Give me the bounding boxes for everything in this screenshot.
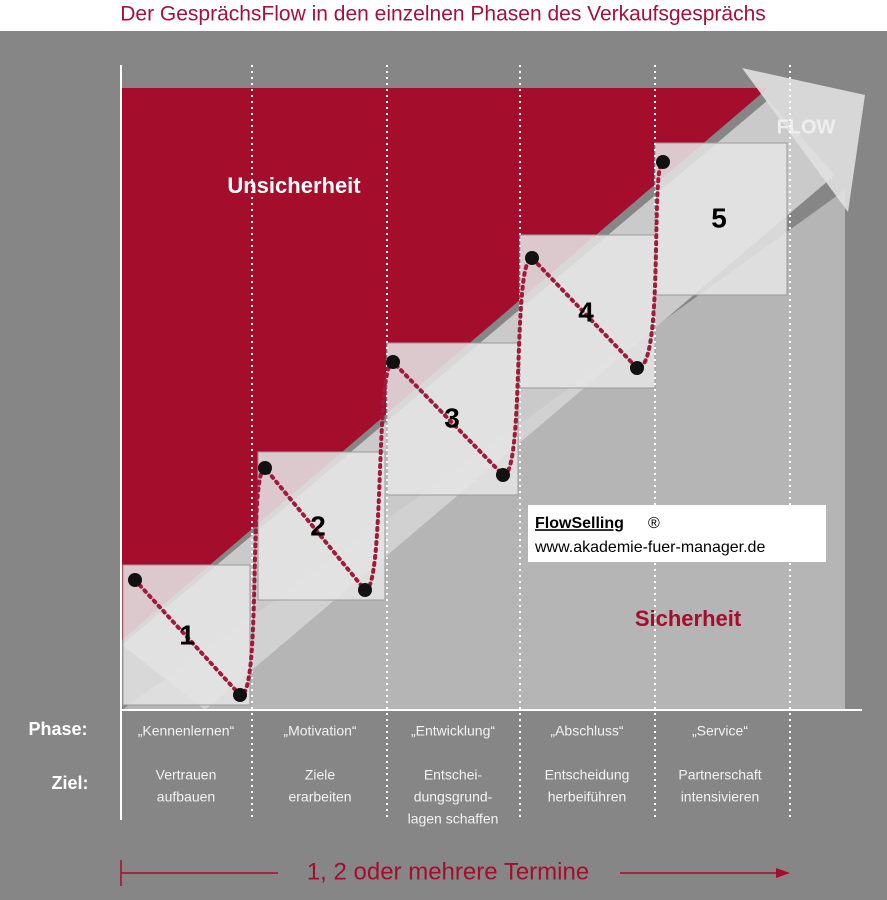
footer-arrowhead (776, 868, 790, 878)
point (496, 468, 510, 482)
phase-label: „Motivation“ (283, 723, 356, 739)
footer-text: 1, 2 oder mehrere Termine (307, 858, 589, 885)
curve-points (128, 155, 670, 702)
phase-label: „Kennenlernen“ (138, 723, 235, 739)
step-number: 5 (711, 202, 727, 233)
watermark-brand: FlowSelling (535, 515, 624, 532)
step-box (257, 451, 386, 601)
flow-arrow-head (742, 68, 865, 212)
watermark-mark: ® (648, 515, 660, 532)
point (656, 155, 670, 169)
step-number: 3 (444, 402, 460, 433)
phase-row-label: Phase: (28, 719, 87, 739)
point (233, 688, 247, 702)
goal-line: Vertrauen (156, 767, 217, 783)
uncertainty-label: Unsicherheit (227, 173, 361, 198)
goal-line: dungsgrund- (414, 789, 493, 805)
step-box (654, 142, 788, 296)
goal-line: Ziele (305, 767, 336, 783)
watermark-box (528, 505, 826, 562)
step-number: 4 (578, 296, 594, 327)
point (525, 251, 539, 265)
flow-label: FLOW (777, 116, 836, 138)
goal-line: Partnerschaft (678, 767, 761, 783)
goal-line: herbeiführen (548, 789, 627, 805)
point (630, 361, 644, 375)
goal-line: Entschei- (424, 767, 483, 783)
point (128, 573, 142, 587)
goal-row-label: Ziel: (51, 773, 88, 793)
step-number: 2 (310, 510, 326, 541)
goal-line: intensivieren (681, 789, 760, 805)
goal-line: Entscheidung (545, 767, 630, 783)
phase-label: „Entwicklung“ (411, 723, 495, 739)
goal-line: erarbeiten (288, 789, 351, 805)
watermark-url: www.akademie-fuer-manager.de (534, 539, 765, 556)
title: Der GesprächsFlow in den einzelnen Phase… (120, 3, 766, 26)
phase-label: „Service“ (692, 723, 748, 739)
certainty-label: Sicherheit (635, 606, 742, 631)
point (258, 461, 272, 475)
goal-line: aufbauen (157, 789, 215, 805)
phase-label: „Abschluss“ (550, 723, 623, 739)
point (386, 355, 400, 369)
goal-line: lagen schaffen (408, 811, 499, 827)
step-number: 1 (179, 619, 195, 650)
point (358, 583, 372, 597)
